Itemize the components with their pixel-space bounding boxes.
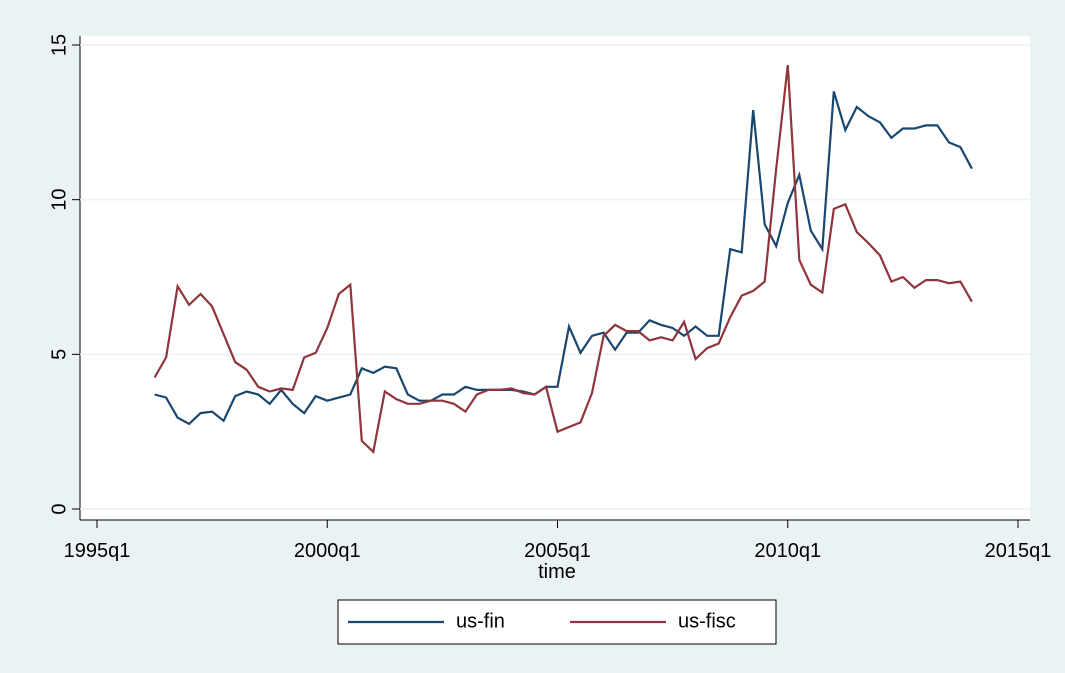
series-line xyxy=(154,91,973,426)
plot-area xyxy=(80,36,1030,520)
x-tick-label: 2010q1 xyxy=(754,540,821,562)
x-axis-title: time xyxy=(538,561,576,583)
y-tick-label: 10 xyxy=(48,189,70,211)
x-tick-label: 1995q1 xyxy=(64,540,131,562)
legend-label: us-fisc xyxy=(678,610,736,632)
x-tick-label: 2015q1 xyxy=(985,540,1052,562)
y-tick-label: 15 xyxy=(48,34,70,56)
x-tick-label: 2005q1 xyxy=(524,540,591,562)
y-tick-label: 0 xyxy=(48,503,70,514)
y-tick-label: 5 xyxy=(48,349,70,360)
legend-label: us-fin xyxy=(456,610,505,632)
x-tick-label: 2000q1 xyxy=(294,540,361,562)
series-line xyxy=(153,64,973,454)
